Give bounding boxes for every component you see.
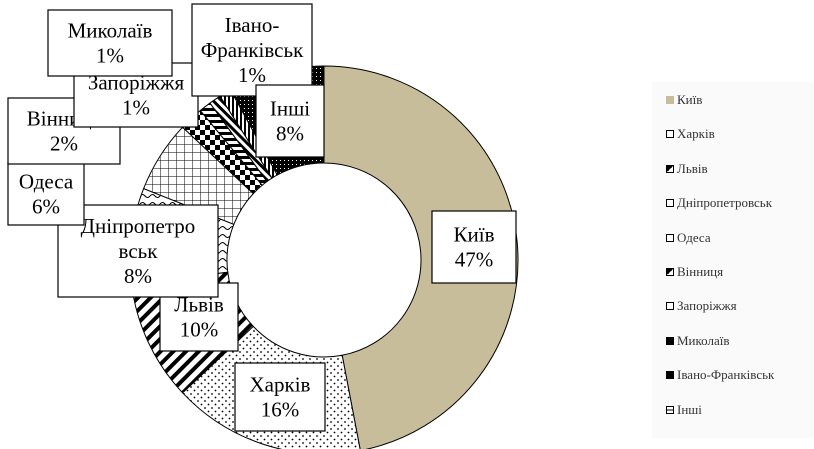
legend-label: Львів: [677, 160, 708, 176]
legend-item-lviv: Львів: [666, 160, 708, 178]
data-label-text: Київ: [454, 223, 495, 247]
data-label-text: 1%: [96, 44, 124, 68]
legend-item-mykolaiv: Миколаїв: [666, 332, 730, 350]
data-label-text: 16%: [261, 398, 300, 422]
legend-item-kyiv: Київ: [666, 91, 702, 109]
data-label-text: 10%: [180, 318, 219, 342]
data-label-text: 1%: [122, 96, 150, 120]
legend-label: Одеса: [677, 229, 711, 245]
legend-swatch: [666, 405, 674, 414]
data-label-text: Інші: [270, 97, 310, 121]
legend-swatch: [666, 96, 674, 104]
legend-label: Харків: [677, 126, 715, 142]
data-label-text: 6%: [32, 195, 60, 219]
data-label-text: вськ: [119, 239, 159, 263]
data-label-text: 8%: [276, 122, 304, 146]
data-label-text: Дніпропетро: [81, 214, 196, 238]
legend-label: Вінниця: [677, 264, 724, 279]
legend-label: Запоріжжя: [677, 298, 737, 314]
legend-item-odesa: Одеса: [666, 229, 711, 247]
legend-label: Київ: [677, 92, 703, 107]
chart-legend: Київ Харків Львів Дніпропетровськ Одеса Вінни…: [652, 82, 814, 438]
legend-item-zaporizhzhia: Запоріжжя: [666, 297, 737, 315]
legend-item-dnipropetrovsk: Дніпропетровськ: [666, 194, 772, 212]
legend-item-vinnytsia: Вінниця: [666, 263, 723, 281]
data-label-text: 8%: [124, 264, 152, 288]
legend-swatch: [666, 336, 674, 345]
data-label-text: Миколаїв: [68, 19, 153, 43]
legend-label: Івано-Франківськ: [677, 367, 775, 383]
data-label-text: 2%: [50, 132, 78, 156]
data-label-text: Харків: [250, 373, 311, 397]
legend-swatch: [666, 130, 674, 139]
legend-swatch: [666, 302, 674, 311]
legend-swatch: [666, 233, 674, 242]
data-label-text: Івано-: [225, 13, 280, 37]
legend-item-ivano-frankivsk: Івано-Франківськ: [666, 366, 774, 384]
legend-label: Миколаїв: [677, 332, 730, 348]
legend-item-kharkiv: Харків: [666, 125, 715, 143]
legend-label: Дніпропетровськ: [677, 195, 773, 211]
legend-swatch: [666, 268, 674, 276]
data-label-text: 1%: [238, 63, 266, 87]
legend-swatch: [666, 164, 674, 173]
legend-item-other: Інші: [666, 401, 702, 419]
data-label-text: 47%: [455, 248, 494, 272]
slice-kyiv: [323, 65, 519, 449]
legend-swatch: [666, 371, 674, 380]
data-label-text: Франківськ: [201, 38, 304, 62]
legend-label: Інші: [677, 401, 702, 417]
data-label-text: Одеса: [19, 170, 74, 194]
legend-swatch: [666, 199, 674, 208]
